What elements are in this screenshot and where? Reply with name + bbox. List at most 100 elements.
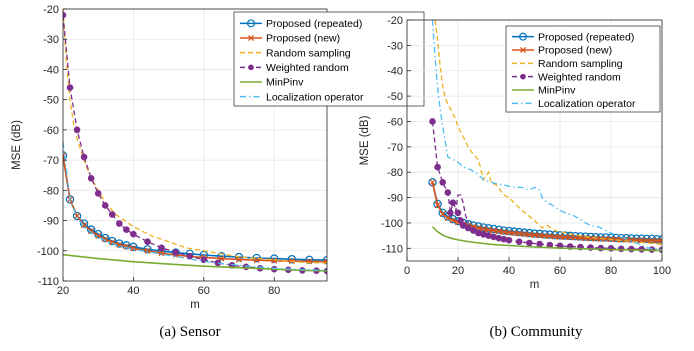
community-series-proposed-new-point: [434, 202, 441, 209]
sensor-legend: Proposed (repeated) Proposed (new) Random …: [233, 11, 425, 107]
community-ytick-label: -100: [381, 218, 403, 230]
sensor-ytick-label: -50: [43, 95, 59, 107]
community-series-minpinv: [431, 226, 662, 252]
community-legend-marker: [520, 73, 526, 80]
sensor-legend-label: Weighted random: [266, 62, 349, 74]
community-legend-label: Localization operator: [538, 98, 636, 110]
sensor-series-weighted-random-point: [172, 248, 179, 256]
community-series-weighted-random-point: [505, 236, 513, 244]
sensor-series-weighted-random-point: [116, 220, 123, 227]
community-series-proposed-new-point: [536, 232, 543, 239]
community-legend-marker: [519, 46, 527, 54]
sensor-xtick-label: 20: [57, 285, 69, 297]
community-legend-label: Random sampling: [538, 58, 623, 70]
sensor-series-weighted-random-point: [80, 153, 88, 161]
community-series-proposed-new-point: [541, 232, 548, 239]
community-xtick-label: 20: [452, 265, 464, 277]
sensor-series-weighted-random-point: [87, 174, 95, 182]
sensor-series-weighted-random-point: [108, 211, 116, 218]
community-series-proposed-repeated-point: [433, 199, 442, 209]
sensor-ytick-label: -20: [43, 4, 59, 16]
community-series-proposed-new-point: [531, 232, 538, 239]
community-series-proposed-new-point: [562, 234, 569, 241]
sensor-series-minpinv: [63, 253, 327, 272]
sensor-xtick-label: 60: [198, 285, 210, 297]
community-series-proposed-new-point: [551, 233, 558, 240]
community-series-segment-6-line: [454, 194, 469, 224]
sensor-series-proposed-repeated-point: [217, 252, 226, 261]
community-legend: Proposed (repeated) Proposed (new)Random …: [505, 25, 661, 113]
community-series-proposed-new-point: [490, 227, 497, 234]
community-series-localization-operator: [431, 20, 662, 251]
sensor-ytick-label: -90: [43, 216, 59, 228]
community-series-proposed-new-point: [511, 230, 518, 237]
sensor-legend-marker: [247, 19, 256, 28]
community-series-weighted-random-point: [470, 227, 477, 234]
sensor-series-proposed-new-point: [158, 250, 165, 257]
sensor-series-proposed-new-line: [63, 155, 327, 263]
community-series-segment-6: [454, 194, 469, 224]
sensor-series-proposed-repeated-point: [79, 219, 89, 228]
sensor-series-weighted-random-point: [144, 238, 151, 246]
sensor-ytick-label: -40: [43, 64, 59, 76]
community-series-weighted-random-point: [457, 217, 464, 224]
community-x-axis-label: m: [530, 279, 540, 291]
community-series-weighted-random-point: [617, 245, 625, 253]
sensor-ytick-label: -100: [37, 246, 59, 258]
sensor-axes-box: [62, 8, 328, 282]
community-series-proposed-new-point: [613, 236, 620, 243]
community-series-weighted-random-point: [447, 209, 454, 217]
community-series-proposed-new-point: [546, 233, 553, 240]
community-series-proposed-new-point: [429, 179, 436, 186]
community-ytick-label: -80: [387, 167, 403, 179]
community-series-localization-operator-line: [431, 20, 662, 251]
sensor-series-proposed-repeated: [63, 151, 327, 265]
community-legend-label: Weighted random: [538, 71, 621, 83]
sensor-series-proposed-new-point: [144, 247, 151, 254]
community-xtick-label: 60: [554, 265, 566, 277]
sensor-series-minpinv-line: [63, 253, 327, 272]
sensor-series-proposed-repeated-line: [63, 155, 327, 261]
sensor-xtick-label: 80: [268, 285, 280, 297]
community-ytick-label: -60: [387, 116, 403, 128]
community-series-proposed-new-point: [526, 231, 533, 238]
community-plot-area: [428, 20, 662, 254]
community-series-proposed-new-point: [480, 226, 487, 233]
sensor-series-localization-operator-line: [63, 141, 327, 272]
sensor-series-weighted-random-point: [101, 202, 109, 209]
sensor-series-weighted-random-point: [94, 190, 102, 197]
sensor-ytick-label: -70: [43, 155, 59, 167]
chart-sensor: 20 40 60 80 -110 -100 -90 -80 -70 -60 -50 -40 -30 -20…: [11, 4, 425, 311]
sensor-series-weighted-random-point: [73, 126, 81, 134]
sensor-legend-marker: [247, 34, 255, 42]
sensor-series-proposed-new-point: [235, 256, 243, 263]
sensor-series-localization-operator: [63, 141, 327, 272]
community-ytick-label: -40: [387, 66, 403, 78]
community-series-proposed-new-point: [658, 237, 662, 244]
community-series-weighted-random-point: [536, 240, 543, 248]
community-legend-box: [505, 25, 661, 113]
sensor-x-axis-label: m: [190, 299, 200, 311]
sensor-series-weighted-random-point: [130, 230, 137, 238]
community-series-weighted-random-point: [515, 238, 523, 246]
community-series-proposed-new-point: [638, 237, 645, 244]
community-series-weighted-random-point: [449, 199, 457, 206]
community-series-weighted-random-point: [444, 189, 452, 196]
sensor-series-weighted-random-point: [158, 244, 165, 252]
sensor-series-proposed-new-point: [88, 228, 95, 235]
community-series-proposed-new-point: [516, 230, 523, 237]
sensor-ytick-label: -80: [43, 185, 59, 197]
community-xtick-label: 80: [605, 265, 617, 277]
community-legend-label: MinPinv: [538, 85, 576, 97]
community-series-proposed-new-point: [592, 235, 599, 242]
community-series-proposed-new-point: [495, 228, 502, 235]
community-series-proposed-new-point: [602, 235, 609, 242]
caption-sensor: (a) Sensor: [159, 324, 220, 340]
sensor-plot-area: [63, 9, 327, 275]
community-series-minpinv-line: [431, 226, 662, 252]
community-series-weighted-random-point: [454, 209, 462, 217]
community-series-proposed-new-point: [556, 233, 564, 240]
sensor-ytick-label: -30: [43, 34, 59, 46]
community-xtick-label: 40: [503, 265, 515, 277]
